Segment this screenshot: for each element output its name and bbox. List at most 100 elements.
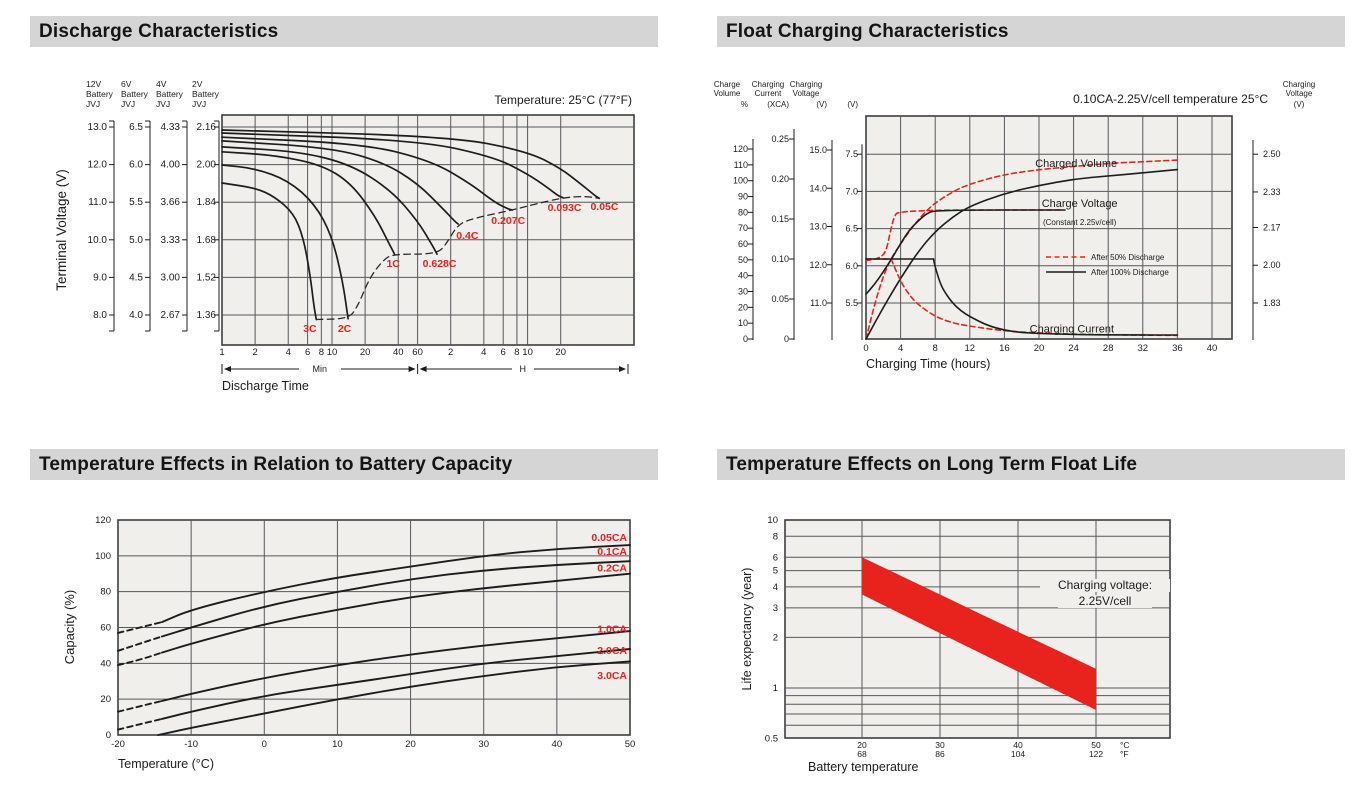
x-tick-label-f: 86 (935, 749, 945, 759)
left-tick-label: 0.10 (771, 254, 789, 264)
y-tick-label: 11.0 (88, 197, 107, 208)
annotation-bg (1058, 595, 1152, 608)
left-tick-label: 0.25 (771, 134, 789, 144)
x-tick-label: 6 (305, 347, 310, 358)
x-tick-label: -20 (111, 739, 125, 750)
rate-label-0.4C: 0.4C (456, 230, 479, 242)
y-scale-header: JVJ (156, 99, 170, 109)
y-scale-header: JVJ (86, 99, 100, 109)
x-tick-label: 40 (552, 739, 563, 750)
y-tick-label: 3 (773, 603, 778, 614)
float-series-charged_volume_50 (865, 159, 1179, 340)
x-tick-label: 40 (1207, 343, 1218, 354)
y-tick-label: 10 (767, 515, 778, 526)
y-tick-label: 13.0 (88, 122, 108, 133)
rate-label-0.093C: 0.093C (548, 202, 582, 214)
section-header-discharge: Discharge Characteristics (30, 16, 658, 47)
rate-label-3C: 3C (303, 323, 317, 335)
range-label-min: Min (313, 364, 328, 374)
discharge-chart: 12VBatteryJVJ13.012.011.010.09.08.06VBat… (54, 79, 635, 393)
float-series-charging_current_100 (932, 258, 1179, 336)
y-tick-label: 1.68 (197, 235, 217, 246)
y-tick-label: 3.33 (161, 235, 181, 246)
left-scale-header: Voltage (793, 89, 820, 98)
x-tick-label: 20 (405, 739, 416, 750)
x-tick-label: 2 (448, 347, 453, 358)
rate-label-3.0CA: 3.0CA (597, 670, 627, 682)
x-tick-label: 36 (1172, 343, 1183, 354)
rate-label-0.207C: 0.207C (491, 215, 525, 227)
y-tick-label: 8 (773, 531, 778, 542)
left-tick-label: 5.5 (845, 298, 858, 308)
capacity-curve-1.0CA-dashed (117, 700, 163, 713)
x-tick-label-c: 30 (935, 740, 945, 750)
left-tick-label: 110 (734, 160, 748, 170)
left-tick-label: 15.0 (809, 145, 827, 155)
y-tick-label: 12.0 (88, 160, 108, 171)
x-tick-label: 20 (360, 347, 371, 358)
cutoff-dashed-line (315, 195, 600, 321)
capacity-curve-0.2CA-dashed (117, 651, 163, 667)
left-tick-label: 80 (738, 207, 748, 217)
y-tick-label: 8.0 (93, 310, 107, 321)
x-tick-label: 1 (219, 347, 224, 358)
discharge-curve-0.05C (221, 129, 601, 200)
y-tick-label: 5.5 (129, 197, 143, 208)
x-tick-label: 4 (898, 343, 903, 354)
inplot-label: (Constant 2.25v/cell) (1043, 218, 1117, 227)
section-header-float-charging: Float Charging Characteristics (717, 16, 1345, 47)
y-tick-label: 9.0 (93, 272, 107, 283)
x-tick-label: 2 (252, 347, 257, 358)
right-tick-label: 2.00 (1263, 260, 1281, 270)
left-tick-label: 0.15 (771, 214, 789, 224)
left-scale-header: Volume (714, 89, 741, 98)
left-tick-label: 11.0 (810, 298, 827, 308)
left-tick-label: 0.20 (771, 174, 789, 184)
y-tick-label: 10.0 (88, 235, 108, 246)
y-scale-header: Battery (192, 89, 220, 99)
capacity-curve-1.0CA (160, 630, 631, 702)
right-tick-label: 2.33 (1263, 187, 1281, 197)
right-tick-label: 2.17 (1263, 222, 1281, 232)
x-tick-label-c: 40 (1013, 740, 1023, 750)
x-tick-label: 10 (327, 347, 338, 358)
y-tick-label: 4.00 (161, 160, 181, 171)
float-series-charging_current_50 (890, 258, 1179, 337)
x-tick-label: 32 (1138, 343, 1149, 354)
legend-label: After 50% Discharge (1091, 253, 1165, 262)
y-tick-label: 4.5 (129, 272, 143, 283)
left-tick-label: 100 (733, 176, 748, 186)
life-expectancy-band (862, 557, 1096, 710)
arrowhead (619, 366, 626, 372)
left-scale-header: Charging (790, 80, 822, 89)
left-tick-label: 13.0 (809, 222, 827, 232)
discharge-curve-3C (221, 182, 318, 321)
y-scale-header: Battery (86, 89, 114, 99)
y-tick-label: 1 (773, 683, 778, 694)
right-tick-label: 2.50 (1263, 149, 1281, 159)
y-scale-header: Battery (156, 89, 184, 99)
y-tick-label: 2 (773, 632, 778, 643)
x-tick-label: -10 (184, 739, 198, 750)
x-tick-label: 0 (863, 343, 868, 354)
left-scale-unit: % (741, 100, 748, 109)
left-tick-label: 6.5 (845, 224, 858, 234)
left-tick-label: 40 (738, 271, 748, 281)
y-axis-title: Terminal Voltage (V) (54, 169, 69, 291)
left-scale-header: Charge (714, 80, 741, 89)
y-scale-header: 4V (156, 79, 167, 89)
x-tick-label: 8 (319, 347, 324, 358)
float-series-charge_voltage_100 (865, 209, 1066, 295)
left-tick-label: 90 (738, 192, 748, 202)
y-scale-header: 12V (86, 79, 101, 89)
x-tick-label: 8 (514, 347, 519, 358)
float-series-charged_volume_100 (865, 168, 1179, 340)
float-series-charge_voltage_50 (865, 209, 1062, 262)
y-tick-label: 4 (773, 582, 778, 593)
y-scale-header: JVJ (192, 99, 206, 109)
rate-label-0.05C: 0.05C (590, 201, 618, 213)
y-scale-header: JVJ (121, 99, 135, 109)
left-tick-label: 6.0 (845, 261, 858, 271)
capacity-curve-0.1CA (160, 560, 631, 638)
